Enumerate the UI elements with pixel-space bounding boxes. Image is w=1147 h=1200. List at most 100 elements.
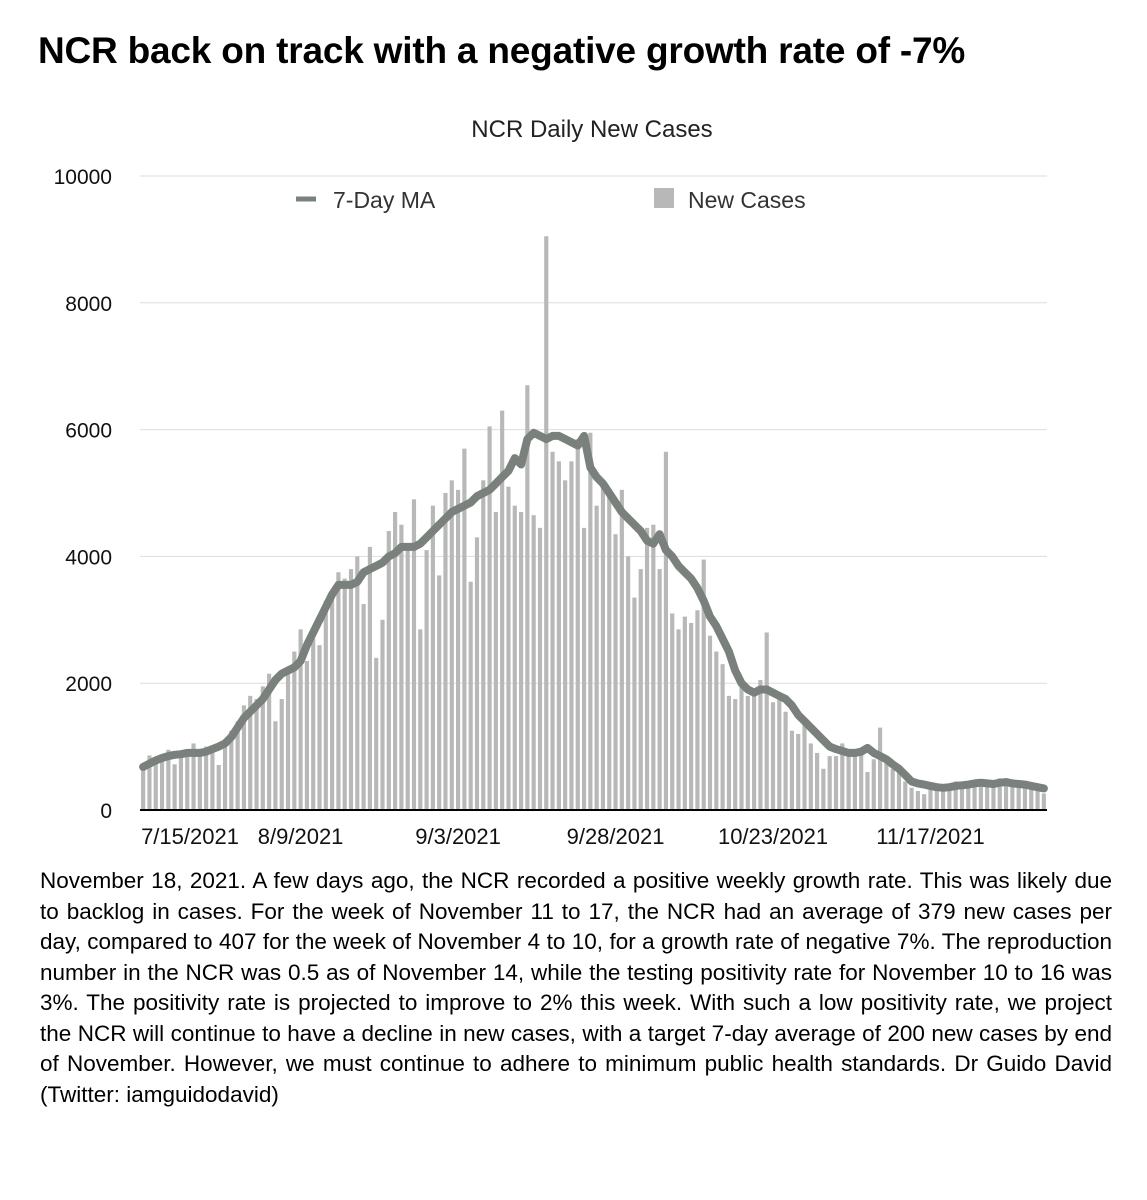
bar — [197, 749, 202, 810]
bar — [581, 527, 587, 810]
x-tick-label: 10/23/2021 — [718, 824, 828, 849]
bar — [940, 789, 946, 810]
bar — [663, 451, 669, 810]
bar — [752, 692, 757, 810]
bar — [204, 746, 209, 810]
bar — [714, 651, 719, 810]
bar — [777, 692, 782, 810]
bar — [626, 556, 631, 810]
bar — [430, 505, 435, 810]
bar — [506, 486, 511, 810]
bar — [644, 527, 650, 810]
y-tick-label: 8000 — [65, 293, 112, 316]
bar — [254, 699, 259, 810]
bar — [922, 794, 927, 810]
bar — [758, 680, 763, 810]
bar — [657, 569, 662, 810]
bar — [279, 699, 284, 810]
bar — [386, 531, 391, 810]
legend: 7-Day MA New Cases — [296, 187, 806, 213]
bar — [884, 756, 889, 810]
bar — [456, 489, 461, 810]
bar — [153, 759, 158, 810]
x-tick-label: 9/28/2021 — [567, 824, 665, 849]
bar — [676, 629, 681, 810]
y-tick-label: 0 — [100, 800, 112, 823]
bar — [1041, 793, 1046, 810]
bar — [821, 768, 826, 810]
bar — [159, 758, 165, 810]
bar — [1003, 778, 1009, 810]
bar — [695, 610, 700, 810]
bar — [500, 410, 505, 810]
bar — [607, 493, 612, 810]
bar — [890, 768, 895, 810]
bar — [512, 505, 517, 810]
bar — [273, 721, 278, 810]
bar — [739, 686, 744, 810]
bar — [588, 432, 593, 810]
bar — [355, 556, 360, 810]
bar — [361, 603, 366, 810]
bar — [1010, 783, 1015, 810]
moving-average-line-group — [139, 428, 1048, 793]
bar — [796, 733, 801, 810]
y-tick-label: 6000 — [65, 420, 112, 443]
legend-bars-label: New Cases — [688, 187, 806, 213]
bar — [437, 575, 442, 810]
bar — [764, 632, 769, 810]
bar — [833, 756, 839, 810]
bar — [405, 543, 410, 810]
bar — [871, 759, 876, 810]
bar — [720, 664, 725, 810]
bar — [651, 524, 656, 810]
bar — [909, 787, 914, 810]
bar — [594, 505, 599, 810]
bar — [1029, 787, 1034, 810]
bar — [733, 699, 738, 810]
bar — [550, 451, 555, 810]
bar — [770, 702, 776, 810]
bar — [632, 597, 637, 810]
grid-lines — [140, 175, 1047, 684]
bar — [191, 743, 196, 810]
bar — [443, 493, 448, 810]
bar — [934, 784, 939, 810]
bar — [556, 461, 561, 810]
bar — [896, 771, 902, 810]
y-tick-label: 10000 — [54, 166, 112, 189]
legend-bars-swatch — [654, 188, 674, 208]
bar — [670, 613, 675, 810]
bar — [481, 480, 486, 810]
bar — [802, 721, 807, 810]
bar — [852, 756, 857, 810]
bar — [267, 673, 272, 810]
legend-ma-label: 7-Day MA — [333, 187, 436, 213]
bar — [342, 578, 347, 810]
bar — [613, 534, 618, 810]
y-tick-label: 4000 — [65, 546, 112, 569]
bar — [563, 480, 568, 810]
bar — [966, 785, 971, 810]
bar — [260, 686, 265, 810]
bar — [248, 695, 253, 810]
bar — [462, 448, 467, 810]
bar — [374, 657, 379, 810]
chart: NCR Daily New Cases 0 2000 4000 6000 8000 100… — [54, 116, 1048, 849]
headline: NCR back on track with a negative growth… — [38, 30, 966, 71]
bar — [348, 569, 354, 810]
bar — [985, 783, 990, 810]
new-cases-bars — [141, 236, 1046, 811]
bar — [178, 752, 184, 810]
bar — [493, 512, 498, 810]
bar — [978, 784, 983, 810]
bar — [600, 486, 606, 810]
axes: 0 2000 4000 6000 8000 10000 7/15/2021 8/9/2021 9… — [54, 166, 1047, 849]
bar — [241, 705, 247, 810]
bar — [380, 619, 385, 810]
chart-title: NCR Daily New Cases — [471, 116, 712, 143]
bar — [367, 546, 372, 810]
bar — [185, 751, 190, 810]
y-tick-label: 2000 — [65, 673, 112, 696]
bar — [537, 527, 543, 810]
